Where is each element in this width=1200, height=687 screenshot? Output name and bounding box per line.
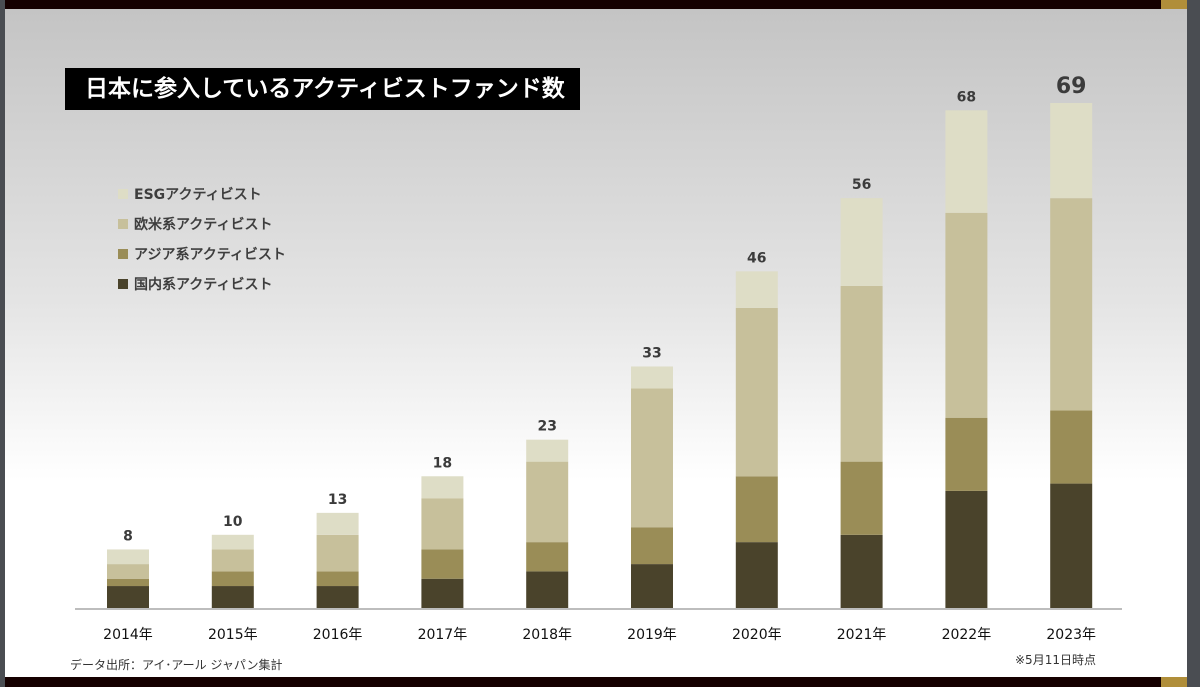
bar-segment-2021年-0 xyxy=(840,534,883,608)
total-label: 69 xyxy=(1056,74,1087,99)
legend-label: 国内系アクティビスト xyxy=(134,277,273,293)
bar-segment-2015年-3 xyxy=(211,534,254,550)
legend-swatch xyxy=(118,189,128,199)
bar-segment-2016年-1 xyxy=(316,571,359,587)
bar-segment-2023年-3 xyxy=(1050,103,1093,199)
bar-segment-2015年-2 xyxy=(211,549,254,572)
top-bar xyxy=(5,0,1187,9)
total-label: 46 xyxy=(747,250,766,266)
date-note: ※5月11日時点 xyxy=(1015,653,1096,667)
bar-segment-2019年-0 xyxy=(631,564,673,608)
bar-segment-2016年-0 xyxy=(316,586,359,608)
bar-segment-2018年-1 xyxy=(526,542,569,572)
x-tick-label: 2023年 xyxy=(1046,627,1096,643)
bar-segment-2019年-1 xyxy=(631,527,673,565)
bar-segment-2020年-0 xyxy=(735,542,778,608)
bar-segment-2014年-0 xyxy=(107,586,149,608)
bar-segment-2022年-3 xyxy=(945,110,988,213)
bar-segment-2018年-3 xyxy=(526,439,569,462)
x-tick-label: 2017年 xyxy=(418,627,468,643)
total-label: 8 xyxy=(123,528,133,544)
bar-segment-2021年-2 xyxy=(840,285,883,462)
legend-item: ESGアクティビスト xyxy=(118,184,262,204)
bar-segment-2017年-3 xyxy=(421,476,464,499)
legend-item: 国内系アクティビスト xyxy=(118,274,272,294)
bar-segment-2016年-3 xyxy=(316,512,359,535)
bar-segment-2023年-1 xyxy=(1050,410,1093,484)
total-label: 18 xyxy=(433,455,452,471)
x-tick-label: 2020年 xyxy=(732,627,782,643)
chart-title: 日本に参入しているアクティビストファンド数 xyxy=(65,68,580,110)
bar-segment-2020年-3 xyxy=(735,271,778,308)
bar-segment-2016年-2 xyxy=(316,534,359,572)
bar-segment-2021年-3 xyxy=(840,198,883,286)
legend-swatch xyxy=(118,279,128,289)
legend-item: 欧米系アクティビスト xyxy=(118,214,272,234)
x-tick-label: 2014年 xyxy=(103,627,153,643)
total-label: 56 xyxy=(852,177,871,193)
x-tick-label: 2016年 xyxy=(313,627,363,643)
bar-segment-2017年-0 xyxy=(421,578,464,608)
bar-segment-2022年-0 xyxy=(945,490,988,608)
total-label: 23 xyxy=(537,419,556,435)
bar-segment-2023年-2 xyxy=(1050,198,1093,411)
bar-segment-2018年-0 xyxy=(526,571,569,608)
x-tick-label: 2019年 xyxy=(627,627,677,643)
x-tick-label: 2021年 xyxy=(837,627,887,643)
bar-segment-2017年-1 xyxy=(421,549,464,579)
x-tick-label: 2018年 xyxy=(522,627,572,643)
legend-label: ESGアクティビスト xyxy=(134,187,262,203)
bar-segment-2014年-1 xyxy=(107,578,149,587)
bar-segment-2023年-0 xyxy=(1050,483,1093,608)
bar-segment-2022年-2 xyxy=(945,212,988,418)
bar-segment-2014年-2 xyxy=(107,564,149,579)
bar-segment-2014年-3 xyxy=(107,549,149,565)
bottom-gold-accent xyxy=(1161,677,1187,687)
total-label: 68 xyxy=(957,89,976,105)
bar-segment-2020年-2 xyxy=(735,307,778,477)
bar-segment-2019年-3 xyxy=(631,366,673,389)
bar-segment-2017年-2 xyxy=(421,498,464,550)
legend-swatch xyxy=(118,219,128,229)
bar-segment-2018年-2 xyxy=(526,461,569,543)
legend-item: アジア系アクティビスト xyxy=(118,244,286,264)
data-source: データ出所：アイ･アール ジャパン集計 xyxy=(70,658,283,672)
x-tick-label: 2022年 xyxy=(942,627,992,643)
bar-segment-2015年-0 xyxy=(211,586,254,608)
bar-segment-2019年-2 xyxy=(631,388,673,528)
legend-swatch xyxy=(118,249,128,259)
slide-background xyxy=(5,0,1187,687)
total-label: 33 xyxy=(642,345,661,361)
total-label: 10 xyxy=(223,514,243,530)
top-gold-accent xyxy=(1161,0,1187,9)
legend-label: アジア系アクティビスト xyxy=(134,247,286,263)
bottom-bar xyxy=(5,677,1187,687)
bar-segment-2022年-1 xyxy=(945,417,988,491)
total-label: 13 xyxy=(328,492,347,508)
bar-segment-2021年-1 xyxy=(840,461,883,535)
x-tick-label: 2015年 xyxy=(208,627,258,643)
bar-segment-2015年-1 xyxy=(211,571,254,587)
bar-segment-2020年-1 xyxy=(735,476,778,543)
legend-label: 欧米系アクティビスト xyxy=(134,217,273,233)
